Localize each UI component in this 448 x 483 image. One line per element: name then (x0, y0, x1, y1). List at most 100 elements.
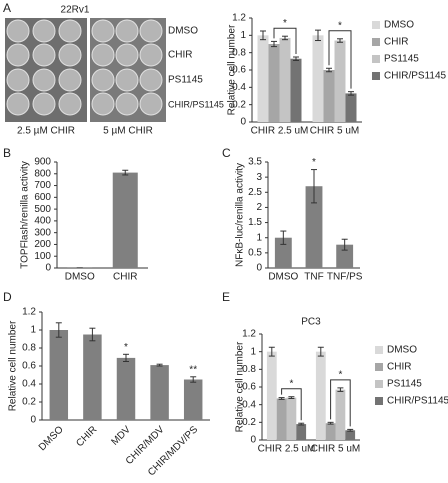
legend-label: PS1145 (387, 379, 422, 390)
y-tick-label: 1 (256, 232, 262, 243)
y-tick-label: 1 (240, 30, 246, 41)
y-tick-label: 0.2 (232, 99, 246, 110)
legend-label: PS1145 (384, 54, 419, 65)
x-tick-label: CHIR 2.5 uM (258, 444, 316, 455)
legend-label: DMSO (387, 345, 417, 356)
panel-letter: D (3, 290, 12, 304)
y-tick-label: 300 (34, 227, 51, 238)
x-tick-label: CHIR (74, 424, 99, 449)
bar (276, 398, 287, 440)
legend-swatch (372, 55, 380, 63)
panel-letter: B (3, 146, 11, 160)
bar (325, 423, 336, 440)
significance-label: * (283, 18, 287, 29)
y-tick-label: 1.2 (242, 329, 256, 340)
plate-row-label: CHIR (168, 50, 192, 61)
significance-label: * (124, 342, 128, 353)
legend-swatch (372, 21, 380, 29)
y-tick-label: 0 (250, 435, 256, 446)
x-tick-label: TNF (304, 272, 323, 283)
bar (257, 35, 269, 123)
y-tick-label: 1.5 (248, 217, 262, 228)
y-tick-label: 2 (256, 202, 262, 213)
y-tick-label: 1 (250, 346, 256, 357)
bar (116, 357, 136, 420)
significance-bracket (328, 30, 352, 89)
chart-title: PC3 (301, 317, 321, 328)
x-tick-label: CHIR 2.5 uM (251, 126, 309, 137)
y-tick-label: 400 (34, 216, 51, 227)
legend-swatch (375, 397, 383, 405)
y-tick-label: 0.8 (242, 364, 256, 375)
y-tick-label: 900 (34, 157, 51, 168)
significance-label: * (338, 370, 342, 381)
bar (112, 172, 138, 268)
plate-title: 22Rv1 (61, 5, 90, 16)
plate-photo (5, 18, 166, 122)
bar (323, 70, 335, 122)
y-tick-label: 0 (240, 117, 246, 128)
legend-label: CHIR/PS1145 (387, 396, 448, 407)
legend-label: CHIR/PS1145 (384, 71, 447, 82)
bar (286, 397, 297, 440)
legend-label: DMSO (384, 20, 414, 31)
plate-column-label: 2.5 µM CHIR (17, 126, 75, 137)
y-tick-label: 1.2 (22, 307, 36, 318)
bar (334, 40, 346, 122)
y-tick-label: 0.6 (22, 361, 36, 372)
y-tick-label: 3.5 (248, 157, 262, 168)
x-tick-label: CHIR 5 uM (310, 126, 359, 137)
plate-row-label: CHIR/PS1145 (168, 99, 224, 109)
bar (305, 186, 323, 268)
y-axis-label: TOPFlash/renilla activity (20, 161, 31, 269)
significance-label: * (338, 20, 342, 31)
bar (183, 379, 203, 420)
plate-row-label: PS1145 (168, 75, 203, 86)
legend-swatch (375, 346, 383, 354)
y-tick-label: 1 (30, 325, 36, 336)
y-tick-label: 0.4 (232, 82, 246, 93)
significance-label: * (312, 157, 316, 168)
y-tick-label: 0.6 (242, 382, 256, 393)
legend-swatch (375, 380, 383, 388)
y-tick-label: 0 (30, 415, 36, 426)
y-tick-label: 3 (256, 172, 262, 183)
bar (336, 244, 354, 268)
y-tick-label: 1.2 (232, 13, 246, 24)
plate-column-label: 5 µM CHIR (103, 126, 153, 137)
legend-swatch (372, 38, 380, 46)
significance-label: * (289, 378, 293, 389)
x-tick-label: DMSO (37, 424, 66, 453)
y-tick-label: 0.5 (248, 247, 262, 258)
y-tick-label: 600 (34, 192, 51, 203)
y-tick-label: 0 (45, 263, 51, 274)
y-tick-label: 100 (34, 251, 51, 262)
panel-letter: E (222, 290, 230, 304)
panel-letter: A (3, 1, 11, 15)
bar (268, 44, 280, 122)
y-axis-label: Relative cell number (227, 24, 238, 115)
y-tick-label: 0 (256, 263, 262, 274)
y-tick-label: 0.6 (232, 65, 246, 76)
y-tick-label: 2.5 (248, 187, 262, 198)
bar (279, 37, 291, 122)
legend-label: CHIR (384, 37, 408, 48)
y-tick-label: 200 (34, 239, 51, 250)
y-tick-label: 0.4 (242, 399, 256, 410)
x-tick-label: TNF/PS (327, 272, 363, 283)
y-axis-label: NFκB-luc/renilla activity (235, 163, 246, 267)
legend-label: CHIR (387, 362, 411, 373)
significance-bracket (273, 27, 297, 54)
bar (345, 93, 357, 122)
y-tick-label: 800 (34, 168, 51, 179)
y-tick-label: 0.2 (242, 417, 256, 428)
y-tick-label: 500 (34, 204, 51, 215)
x-tick-label: CHIR 5 uM (311, 444, 360, 455)
y-axis-label: Relative cell number (235, 341, 246, 432)
bar (345, 430, 356, 440)
bar (290, 58, 302, 122)
bar (274, 237, 292, 268)
bar (296, 424, 307, 440)
y-tick-label: 0.8 (22, 343, 36, 354)
